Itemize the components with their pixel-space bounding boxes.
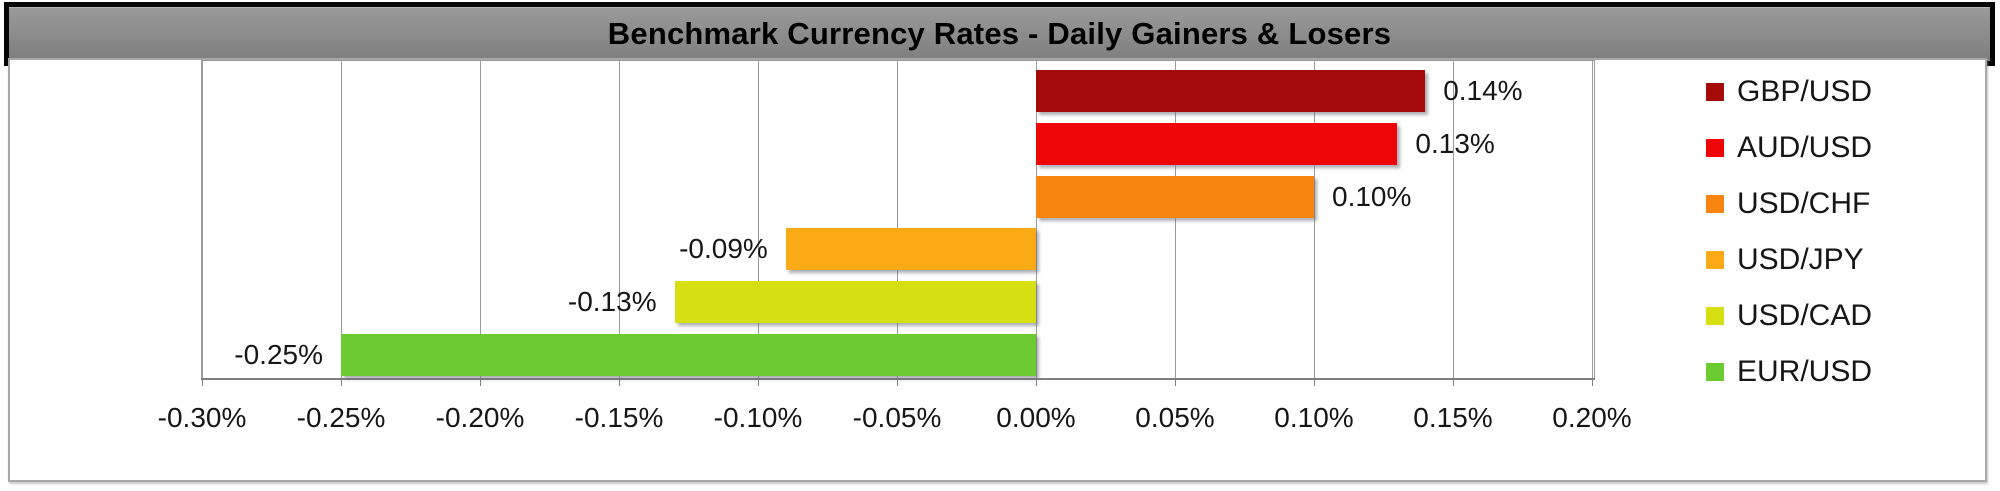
value-label-eur-usd: -0.25%: [234, 338, 323, 370]
legend-item-eur-usd: EUR/USD: [1706, 355, 1956, 389]
chart-title-bar: Benchmark Currency Rates - Daily Gainers…: [4, 2, 1995, 66]
bar-usd-jpy: [785, 228, 1036, 271]
gridline: [619, 61, 620, 379]
axis-tick: [619, 380, 620, 386]
x-tick-label: -0.05%: [852, 402, 942, 433]
axis-tick: [758, 380, 759, 386]
gridline: [1453, 61, 1454, 379]
axis-tick: [1592, 380, 1593, 386]
x-tick-label: 0.15%: [1413, 402, 1493, 433]
bar-eur-usd: [341, 333, 1036, 376]
bar-usd-chf: [1036, 175, 1314, 218]
legend-label: USD/JPY: [1737, 243, 1864, 276]
chart-title: Benchmark Currency Rates - Daily Gainers…: [607, 16, 1392, 51]
gridline: [1175, 61, 1176, 379]
axis-tick: [480, 380, 481, 386]
value-label-aud-usd: 0.13%: [1415, 128, 1495, 159]
axis-tick: [1036, 380, 1037, 386]
gridline: [1592, 61, 1593, 379]
legend-item-usd-chf: USD/CHF: [1706, 187, 1956, 221]
axis-tick: [341, 380, 342, 386]
legend-swatch-icon: [1706, 307, 1724, 325]
legend-swatch-icon: [1706, 363, 1724, 381]
legend-swatch-icon: [1706, 139, 1724, 157]
axis-tick: [202, 380, 203, 386]
legend-label: AUD/USD: [1737, 131, 1873, 164]
x-tick-label: 0.20%: [1552, 402, 1632, 433]
value-label-gbp-usd: 0.14%: [1443, 75, 1523, 107]
x-tick-label: -0.20%: [435, 402, 525, 433]
value-label-usd-jpy: -0.09%: [679, 233, 768, 265]
x-tick-label: 0.00%: [996, 402, 1076, 433]
legend: GBP/USD AUD/USD USD/CHF USD/JPY USD/CAD EUR/U…: [1706, 64, 1956, 400]
x-tick-label: -0.15%: [574, 402, 664, 433]
x-axis-labels: -0.30% -0.25% -0.20% -0.15% -0.10% -0.05% 0.00…: [158, 402, 1632, 436]
gridline: [341, 61, 342, 379]
gridline: [202, 61, 203, 379]
x-tick-label: 0.05%: [1135, 402, 1215, 433]
legend-label: EUR/USD: [1737, 355, 1873, 388]
plot-area: 0.14% 0.13% 0.10% -0.09% -0.13% -0.25%: [201, 60, 1595, 386]
bar-gbp-usd: [1036, 70, 1426, 113]
x-axis-line: [201, 378, 1595, 380]
axis-tick: [1453, 380, 1454, 386]
gridline: [1314, 61, 1315, 379]
x-tick-label: 0.10%: [1274, 402, 1354, 433]
legend-item-gbp-usd: GBP/USD: [1706, 75, 1956, 109]
gridline: [1036, 61, 1037, 379]
legend-swatch-icon: [1706, 83, 1724, 101]
axis-tick: [897, 380, 898, 386]
value-label-usd-cad: -0.13%: [567, 286, 657, 317]
axis-tick: [1314, 380, 1315, 386]
gridline: [897, 61, 898, 379]
legend-label: GBP/USD: [1737, 75, 1873, 108]
legend-swatch-icon: [1706, 195, 1724, 213]
bar-usd-cad: [674, 281, 1036, 323]
x-tick-label: -0.25%: [296, 402, 386, 433]
axis-tick: [1175, 380, 1176, 386]
legend-item-usd-jpy: USD/JPY: [1706, 243, 1956, 277]
bar-aud-usd: [1036, 123, 1398, 165]
value-label-usd-chf: 0.10%: [1332, 180, 1412, 212]
legend-swatch-icon: [1706, 251, 1724, 269]
legend-item-usd-cad: USD/CAD: [1706, 299, 1956, 333]
x-tick-label: -0.10%: [713, 402, 803, 433]
x-tick-label: -0.30%: [157, 402, 247, 433]
legend-label: USD/CAD: [1737, 299, 1873, 332]
gridline: [480, 61, 481, 379]
gridline: [758, 61, 759, 379]
legend-item-aud-usd: AUD/USD: [1706, 131, 1956, 165]
legend-label: USD/CHF: [1737, 187, 1871, 220]
